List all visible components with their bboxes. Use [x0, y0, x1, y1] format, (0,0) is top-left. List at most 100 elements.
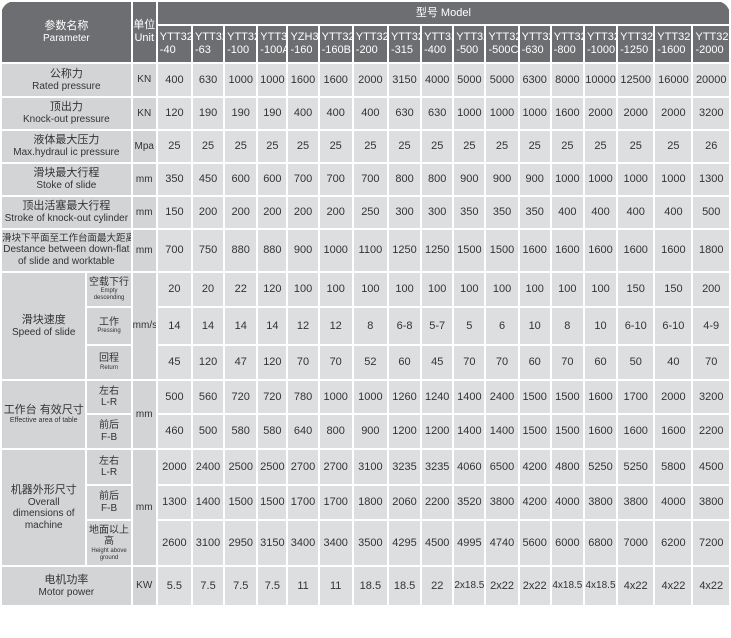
value-cell: 100 [484, 271, 520, 308]
value-cell: 4000 [653, 484, 694, 521]
value-cell: 350 [517, 195, 552, 230]
value-cell: 120 [256, 271, 289, 308]
table-row: 顶出力 Knock-out pressure KN 120 190 190 190 400 40… [0, 96, 731, 131]
sub-label-cn: 回程 [99, 353, 120, 365]
model-name-part: -160 [290, 44, 313, 56]
value-cell: 1000 [351, 379, 389, 415]
model-name-part: YTT32 [488, 31, 519, 44]
value-cell: 60 [517, 344, 552, 381]
parameter-label: 滑块下平面至工作台面最大距离 Destance between down-flat… [0, 228, 133, 273]
value-cell: 10 [582, 306, 619, 346]
value-cell: 100 [452, 271, 487, 308]
model-name-part: -63 [194, 44, 211, 56]
value-cell: 1000 [223, 62, 259, 98]
parameter-label-cn: 液体最大压力 [33, 134, 100, 147]
model-column-header: YTT32 -160B [317, 24, 354, 64]
parameter-label-en: Speed of slide [12, 326, 76, 338]
value-cell: 200 [256, 195, 289, 230]
model-name-part: -1000 [586, 44, 616, 56]
value-cell: 150 [653, 271, 694, 308]
value-cell: 1600 [616, 228, 656, 273]
model-name-part: -200 [355, 44, 378, 56]
model-name-part: YTT32 [159, 31, 192, 44]
model-name-part: -800 [553, 44, 576, 56]
model-name-part: -630 [521, 44, 544, 56]
value-cell: 2950 [223, 519, 259, 567]
value-cell: 3235 [386, 448, 423, 486]
value-cell: 12500 [616, 62, 656, 98]
unit-header-cn: 单位 [133, 19, 156, 32]
table-row: 公称力 Rated pressure KN 400 630 1000 1000 1600 160… [0, 62, 731, 98]
parameter-label: 公称力 Rated pressure [0, 62, 133, 98]
value-cell: 25 [286, 129, 320, 164]
value-cell: 800 [420, 162, 455, 197]
value-cell: 1500 [517, 413, 552, 450]
model-name-part: YTT32 [424, 31, 452, 44]
value-cell: 25 [452, 129, 487, 164]
value-cell: 1500 [256, 484, 289, 521]
value-cell: 8 [351, 306, 389, 346]
sub-label-en: Pressing [97, 328, 121, 335]
model-name-part: YTT32 [586, 31, 618, 44]
model-name-part: YTT32 [456, 31, 484, 44]
value-cell: 120 [256, 344, 289, 381]
value-cell: 2500 [223, 448, 259, 486]
unit-cell: mm [130, 162, 158, 197]
value-cell: 1600 [616, 413, 656, 450]
sub-parameter-label: 前后 F-B [85, 484, 133, 521]
value-cell: 880 [223, 228, 259, 273]
value-cell: 4740 [484, 519, 520, 567]
sub-label-en: L-R [100, 397, 118, 408]
value-cell: 3100 [351, 448, 389, 486]
value-cell: 20 [155, 271, 193, 308]
value-cell: 4060 [452, 448, 487, 486]
value-cell: 150 [616, 271, 656, 308]
parameter-label-cn: 机器外形尺寸 [10, 483, 77, 496]
value-cell: 2000 [155, 448, 193, 486]
value-cell: 460 [155, 413, 193, 450]
value-cell: 6-10 [616, 306, 656, 346]
parameter-label: 工作台 有效尺寸 Effective area of table [0, 379, 88, 450]
value-cell: 4200 [517, 448, 552, 486]
value-cell: 500 [155, 379, 193, 415]
value-cell: 190 [256, 96, 289, 131]
value-cell: 2200 [691, 413, 731, 450]
parameter-label-cn: 顶出活塞最大行程 [22, 200, 111, 213]
value-cell: 100 [549, 271, 585, 308]
model-name-part: -40 [159, 44, 176, 56]
value-cell: 400 [653, 195, 694, 230]
model-name-part: YTT32 [521, 31, 549, 44]
model-column-header: YZH32-160 [286, 24, 320, 64]
value-cell: 1700 [317, 484, 354, 521]
value-cell: 1600 [582, 413, 619, 450]
value-cell: 3400 [286, 519, 320, 567]
model-column-header: YTT32 -2000 [691, 24, 731, 64]
value-cell: 25 [386, 129, 423, 164]
value-cell: 1500 [549, 379, 585, 415]
value-cell: 1000 [317, 379, 354, 415]
parameter-label: 滑块速度 Speed of slide [0, 271, 88, 381]
value-cell: 4x22 [616, 565, 656, 607]
sub-label-en: Return [100, 364, 119, 371]
value-cell: 2x18.5 [452, 565, 487, 607]
value-cell: 2700 [286, 448, 320, 486]
value-cell: 25 [616, 129, 656, 164]
model-name-part: -400 [424, 44, 447, 56]
unit-cell: mm [130, 379, 158, 450]
model-name-part: YTT32 [553, 31, 584, 44]
value-cell: 1500 [484, 228, 520, 273]
value-cell: 25 [484, 129, 520, 164]
value-cell: 700 [351, 162, 389, 197]
value-cell: 6500 [484, 448, 520, 486]
model-name-part: YZH32 [290, 31, 319, 44]
value-cell: 14 [155, 306, 193, 346]
unit-header: 单位 Unit [130, 0, 158, 64]
value-cell: 1000 [256, 62, 289, 98]
table-row: 工作 Pressing 14 14 14 14 12 12 8 6-8 5-7 5 6 10 8 10 6-10… [1, 306, 731, 346]
value-cell: 5000 [484, 62, 520, 98]
model-name-part: -500 [456, 44, 479, 56]
value-cell: 700 [155, 228, 193, 273]
value-cell: 70 [452, 344, 487, 381]
value-cell: 11 [286, 565, 320, 607]
parameter-label-cn: 工作台 有效尺寸 [3, 404, 84, 417]
